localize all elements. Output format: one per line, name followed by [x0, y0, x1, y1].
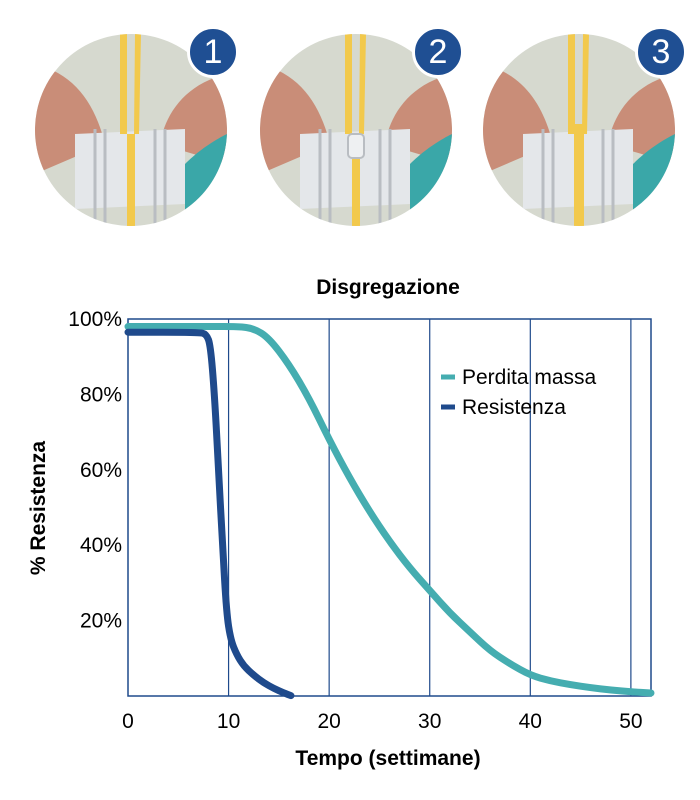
- illustration-panel-3: 3: [483, 26, 687, 226]
- grid-lines: [227, 319, 632, 696]
- plot-frame: [127, 318, 652, 697]
- x-tick-label: 0: [122, 710, 134, 733]
- y-tick-label: 100%: [68, 308, 122, 331]
- x-tick-label: 20: [317, 710, 340, 733]
- x-tick-labels: 0 10 20 30 40 50: [122, 710, 642, 733]
- illustration-panel-2: 2: [260, 26, 464, 226]
- x-tick-label: 50: [619, 710, 642, 733]
- legend-label: Perdita massa: [462, 366, 597, 389]
- series-line-1: [124, 323, 655, 697]
- series-lines: [124, 323, 655, 700]
- x-tick-label: 10: [217, 710, 240, 733]
- x-tick-label: 30: [418, 710, 441, 733]
- line-chart: Disgregazione 0 10 20 30 40 50 20% 40% 60% 80% 10…: [27, 276, 655, 770]
- step-badge: 2: [412, 26, 464, 78]
- x-tick-label: 40: [519, 710, 542, 733]
- y-tick-label: 40%: [80, 534, 122, 557]
- illustration-row: 1 2: [0, 0, 700, 240]
- step-badge: 3: [635, 26, 687, 78]
- legend-label: Resistenza: [462, 396, 566, 419]
- chart-title: Disgregazione: [316, 276, 460, 299]
- y-axis-label: % Resistenza: [27, 441, 50, 576]
- legend: Perdita massa Resistenza: [441, 366, 597, 419]
- step-badge: 1: [187, 26, 239, 78]
- x-axis-label: Tempo (settimane): [295, 747, 480, 770]
- y-tick-labels: 20% 40% 60% 80% 100%: [68, 308, 122, 633]
- series-line-2: [124, 328, 295, 700]
- y-tick-label: 20%: [80, 610, 122, 633]
- y-tick-label: 60%: [80, 459, 122, 482]
- anatomy-illustration: [483, 34, 675, 226]
- illustration-panel-1: 1: [35, 26, 239, 226]
- y-tick-label: 80%: [80, 383, 122, 406]
